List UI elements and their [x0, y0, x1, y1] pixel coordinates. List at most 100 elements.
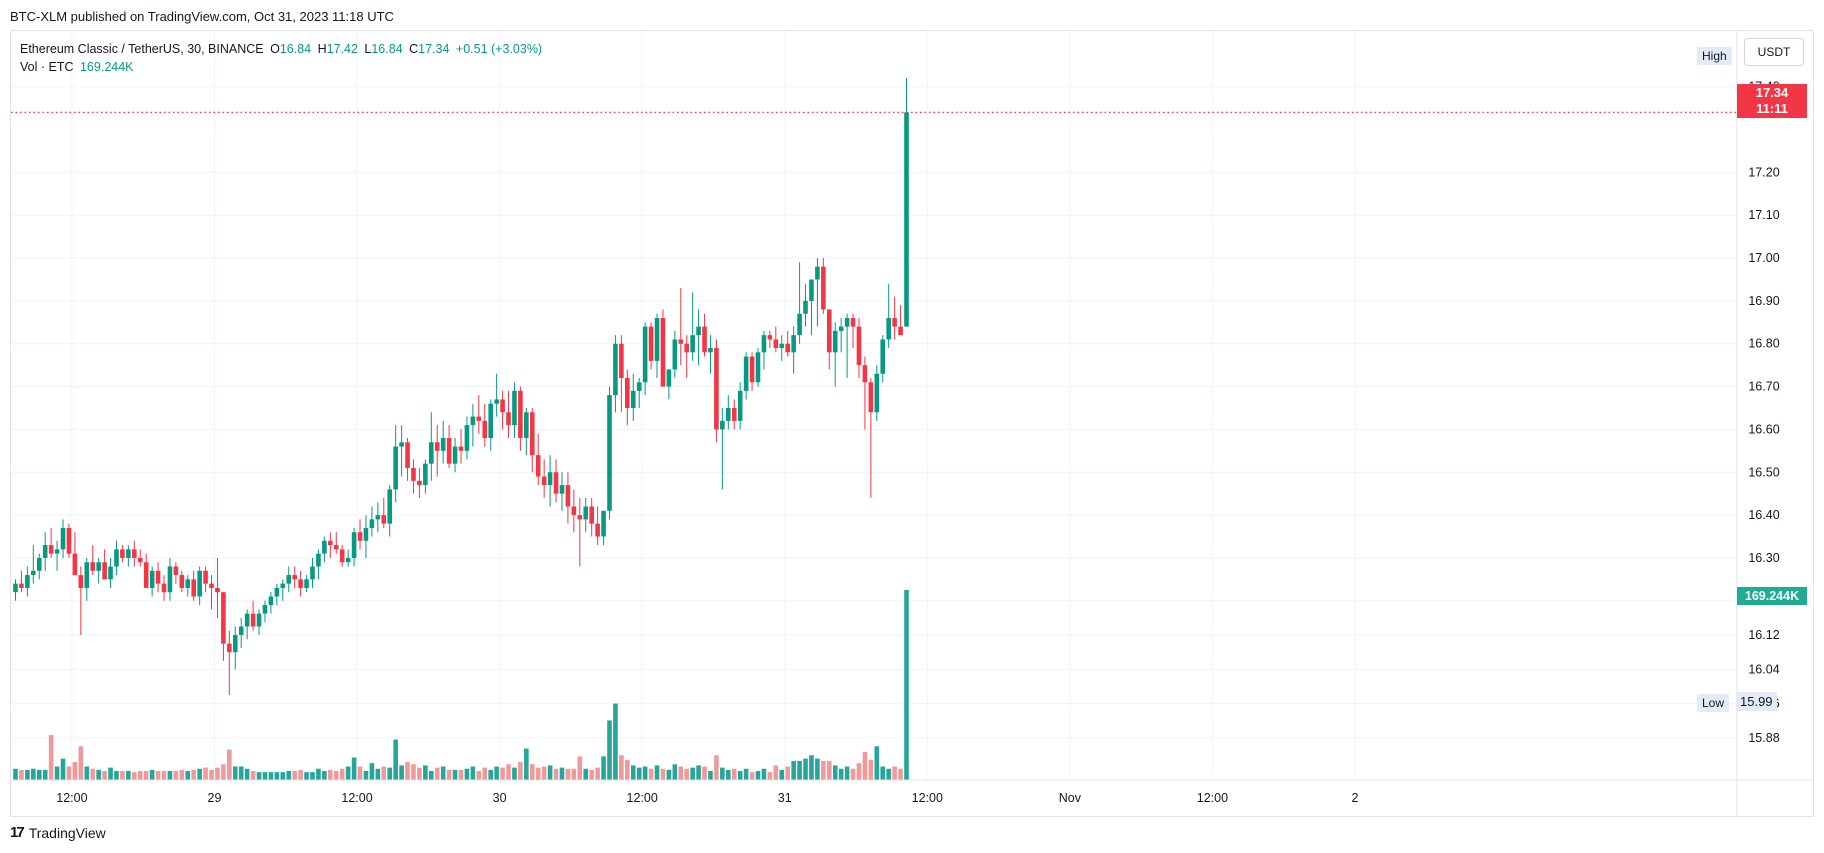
candle-body — [280, 583, 286, 588]
volume-bar — [215, 767, 220, 780]
candle-body — [333, 545, 339, 550]
candle-body — [446, 437, 452, 464]
volume-bar — [238, 766, 244, 780]
candle-body — [815, 266, 820, 280]
volume-bar — [589, 769, 594, 780]
volume-bar — [904, 590, 909, 780]
candle-body — [506, 412, 511, 426]
legend-high-label: H — [317, 42, 327, 56]
volume-bar — [773, 765, 779, 780]
volume-bar — [470, 766, 476, 780]
volume-bar — [417, 767, 422, 780]
volume-bar — [880, 766, 886, 780]
candle-body — [518, 390, 523, 438]
volume-bar — [743, 768, 749, 780]
candle-body — [411, 467, 416, 481]
volume-bar — [601, 756, 606, 780]
candle-body — [452, 446, 458, 464]
volume-bar — [167, 771, 173, 780]
volume-bar — [868, 759, 874, 780]
candle-body — [381, 515, 387, 524]
volume-bar — [583, 768, 589, 780]
candle-body — [797, 313, 802, 336]
volume-bar — [476, 771, 482, 780]
volume-bar — [803, 758, 808, 780]
candle-body — [72, 553, 78, 576]
volume-bar — [25, 769, 30, 780]
volume-bar — [280, 772, 286, 780]
candle-body — [268, 596, 274, 606]
volume-bar — [737, 771, 743, 780]
y-tick-label: 16.70 — [1748, 380, 1779, 394]
volume-bar — [72, 762, 78, 780]
candle-body — [102, 562, 107, 580]
candle-body — [619, 343, 624, 379]
candle-body — [892, 318, 897, 327]
candle-body — [826, 309, 832, 353]
candle-body — [708, 348, 713, 353]
chart-legend: Ethereum Classic / TetherUS, 30, BINANCE… — [20, 40, 545, 76]
volume-bar — [48, 735, 54, 780]
grid — [11, 31, 1737, 780]
volume-bar — [96, 769, 101, 780]
candle-body — [417, 480, 422, 486]
candle-body — [167, 566, 173, 593]
volume-bar — [120, 771, 125, 780]
legend-high: 17.42 — [326, 42, 358, 56]
volume-bar — [458, 769, 464, 780]
candle-body — [256, 613, 262, 627]
x-tick-label: 29 — [208, 791, 222, 805]
candle-body — [54, 549, 60, 554]
tradingview-logo[interactable]: 17 TradingView — [10, 824, 106, 841]
candle-body — [345, 557, 351, 563]
x-tick-label: 12:00 — [912, 791, 943, 805]
candle-body — [868, 382, 874, 413]
volume-bar — [13, 768, 18, 780]
y-tick-label: 16.80 — [1748, 337, 1779, 351]
x-tick-label: 2 — [1351, 791, 1358, 805]
volume-bar — [850, 768, 856, 780]
legend-volume-value: 169.244K — [79, 60, 134, 74]
candle-body — [227, 643, 232, 653]
volume-bar — [761, 768, 767, 780]
candle-body — [19, 583, 24, 588]
candle-body — [720, 420, 725, 430]
volume-bar — [577, 756, 583, 780]
volume-bar — [429, 771, 434, 780]
candle-body — [185, 579, 191, 588]
volume-bar — [488, 769, 493, 780]
candle-body — [310, 566, 315, 580]
candle-body — [726, 408, 731, 421]
legend-close-label: C — [409, 42, 419, 56]
candle-body — [36, 557, 42, 571]
currency-button[interactable]: USDT — [1744, 38, 1804, 66]
candle-body — [702, 326, 707, 353]
volume-bar — [339, 768, 345, 780]
volume-bar — [268, 772, 274, 780]
tradingview-brand: TradingView — [28, 824, 106, 841]
volume-bar — [381, 766, 387, 780]
candle-body — [862, 365, 868, 383]
candle-body — [470, 416, 476, 426]
volume-bar — [333, 771, 339, 780]
volume-bar — [535, 767, 541, 780]
candle-body — [244, 613, 250, 627]
volume-bar — [256, 772, 262, 780]
candle-body — [803, 300, 808, 314]
candle-body — [387, 489, 393, 524]
candle-body — [13, 583, 18, 593]
x-tick-label: 31 — [778, 791, 792, 805]
volume-bar — [185, 771, 191, 780]
candle-body — [886, 318, 891, 340]
volume-bar — [613, 703, 618, 780]
candle-body — [832, 330, 838, 353]
chart-frame[interactable] — [10, 30, 1814, 817]
volume-bar — [821, 760, 826, 780]
candle-body — [660, 318, 666, 387]
volume-bar — [108, 767, 113, 780]
candle-body — [221, 592, 226, 644]
axes: 17.4017.3417.2017.1017.0016.9016.8016.70… — [11, 31, 1814, 817]
x-tick-label: 12:00 — [341, 791, 372, 805]
volume-bar — [571, 768, 577, 780]
